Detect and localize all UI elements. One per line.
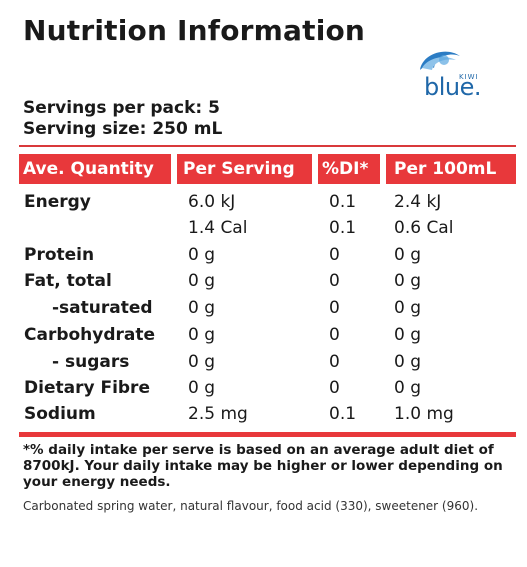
di-cell: 0 (329, 271, 340, 291)
ingredients-text: Carbonated spring water, natural flavour… (23, 499, 479, 513)
per-100ml-cell: 0 g (394, 298, 422, 318)
per-serving-cell: 0 g (188, 298, 216, 318)
bottom-divider (19, 432, 516, 437)
row-label: Sodium (24, 404, 96, 424)
di-cell: 0 (329, 325, 340, 345)
per-serving-cell: 1.4 Cal (188, 218, 248, 238)
per-100ml-cell: 0.6 Cal (394, 218, 454, 238)
kiwi-blue-logo-icon (420, 51, 460, 70)
servings-per-pack: Servings per pack: 5 (23, 98, 220, 118)
table-row: Sodium 2.5 mg 0.1 1.0 mg (0, 401, 527, 427)
per-100ml-cell: 1.0 mg (394, 404, 454, 424)
table-row: - sugars 0 g 0 0 g (0, 349, 527, 375)
di-cell: 0 (329, 245, 340, 265)
per-100ml-cell: 0 g (394, 378, 422, 398)
row-label: - sugars (52, 352, 130, 372)
page-title: Nutrition Information (23, 14, 366, 47)
per-serving-cell: 0 g (188, 352, 216, 372)
row-label: Fat, total (24, 271, 112, 291)
per-serving-cell: 0 g (188, 378, 216, 398)
serving-size: Serving size: 250 mL (23, 119, 223, 139)
table-row: Protein 0 g 0 0 g (0, 242, 527, 268)
per-serving-cell: 6.0 kJ (188, 192, 236, 212)
table-row: Dietary Fibre 0 g 0 0 g (0, 375, 527, 401)
table-row: -saturated 0 g 0 0 g (0, 295, 527, 321)
header-per-serving: Per Serving (177, 154, 312, 184)
serving-info: Servings per pack: 5 Serving size: 250 m… (23, 98, 222, 140)
per-serving-cell: 2.5 mg (188, 404, 248, 424)
per-serving-cell: 0 g (188, 325, 216, 345)
di-cell: 0 (329, 378, 340, 398)
table-row: Carbohydrate 0 g 0 0 g (0, 322, 527, 348)
di-cell: 0.1 (329, 192, 357, 212)
row-label: Carbohydrate (24, 325, 156, 345)
row-label: Energy (24, 192, 91, 212)
per-100ml-cell: 0 g (394, 245, 422, 265)
di-cell: 0.1 (329, 404, 357, 424)
di-cell: 0.1 (329, 218, 357, 238)
header-di: %DI* (318, 154, 380, 184)
daily-intake-footnote: *% daily intake per serve is based on an… (23, 442, 503, 490)
row-label: Dietary Fibre (24, 378, 150, 398)
logo-kiwi-text: KIWI (459, 73, 479, 81)
header-per-100ml: Per 100mL (386, 154, 516, 184)
row-label: Protein (24, 245, 95, 265)
table-row: Energy 6.0 kJ 0.1 2.4 kJ (0, 189, 527, 215)
logo-blue-text: blue. (424, 73, 482, 101)
per-100ml-cell: 2.4 kJ (394, 192, 442, 212)
per-serving-cell: 0 g (188, 271, 216, 291)
top-divider (19, 145, 516, 147)
row-label: -saturated (52, 298, 153, 318)
per-serving-cell: 0 g (188, 245, 216, 265)
per-100ml-cell: 0 g (394, 352, 422, 372)
header-ave-quantity: Ave. Quantity (19, 154, 171, 184)
table-row: 1.4 Cal 0.1 0.6 Cal (0, 215, 527, 241)
di-cell: 0 (329, 298, 340, 318)
per-100ml-cell: 0 g (394, 325, 422, 345)
di-cell: 0 (329, 352, 340, 372)
table-row: Fat, total 0 g 0 0 g (0, 268, 527, 294)
per-100ml-cell: 0 g (394, 271, 422, 291)
